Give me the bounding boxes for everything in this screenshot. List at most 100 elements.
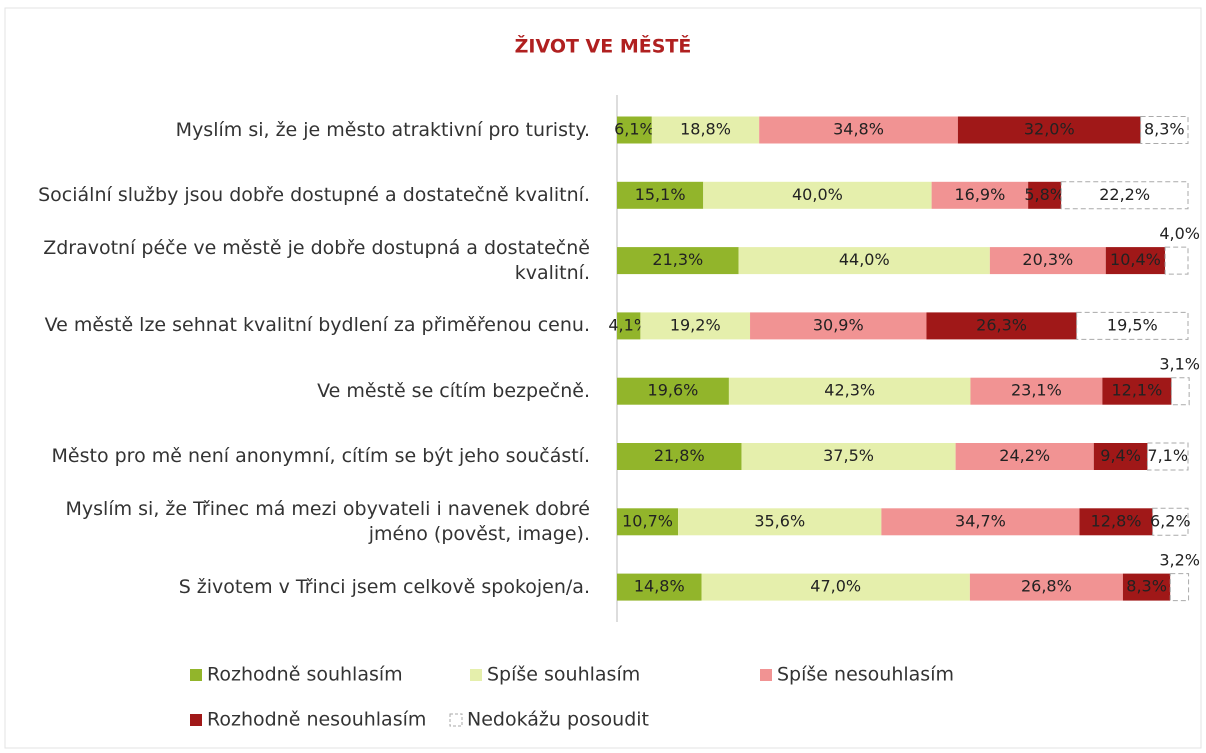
legend-swatch xyxy=(760,669,772,681)
value-label: 22,2% xyxy=(1099,185,1150,204)
bar-segment xyxy=(955,443,1094,470)
bar-segment xyxy=(1152,507,1189,536)
category-label: Zdravotní péče ve městě je dobře dostupn… xyxy=(43,236,590,284)
bar-segment xyxy=(617,247,739,275)
value-label: 3,2% xyxy=(1159,551,1200,570)
bar-segment xyxy=(640,312,751,340)
value-label: 44,0% xyxy=(839,250,890,269)
bar-segment xyxy=(969,573,1123,601)
bar-segment xyxy=(1093,443,1148,470)
bar-segment xyxy=(881,508,1080,536)
value-label: 6,2% xyxy=(1150,511,1191,530)
legend-swatch xyxy=(449,713,463,727)
bar-segment xyxy=(728,377,971,405)
legend-label: Spíše nesouhlasím xyxy=(777,664,954,686)
value-label: 7,1% xyxy=(1147,446,1188,465)
value-label: 42,3% xyxy=(824,381,875,400)
bar-segment xyxy=(759,116,958,144)
bar-segment xyxy=(617,181,704,209)
bar-segment xyxy=(738,247,990,275)
value-label: 19,2% xyxy=(670,315,721,334)
value-label: 37,5% xyxy=(823,446,874,465)
bar-segment xyxy=(1079,508,1153,536)
value-label: 26,8% xyxy=(1021,577,1072,596)
category-label: Sociální služby jsou dobře dostupné a do… xyxy=(38,183,590,206)
value-label: 34,8% xyxy=(833,120,884,139)
frame xyxy=(4,7,1202,749)
value-label: 10,4% xyxy=(1110,250,1161,269)
category-label: Ve městě lze sehnat kvalitní bydlení za … xyxy=(44,314,590,337)
bar-segment xyxy=(970,377,1103,405)
value-label: 40,0% xyxy=(792,185,843,204)
bar-segment xyxy=(651,116,760,144)
value-label: 35,6% xyxy=(754,511,805,530)
bar-segment xyxy=(750,312,927,340)
value-label: 14,8% xyxy=(634,577,685,596)
value-label: 15,1% xyxy=(635,185,686,204)
bar-segment xyxy=(1076,311,1189,340)
value-label: 26,3% xyxy=(976,315,1027,334)
bar-segment xyxy=(1170,377,1190,406)
bar-segment xyxy=(989,247,1106,275)
value-label: 16,9% xyxy=(954,185,1005,204)
value-label: 8,3% xyxy=(1126,577,1167,596)
value-label: 4,1% xyxy=(608,315,649,334)
bar-segment xyxy=(926,312,1077,340)
bar-segment xyxy=(931,181,1029,209)
value-label: 23,1% xyxy=(1011,381,1062,400)
legend-label: Nedokážu posoudit xyxy=(467,709,649,731)
bar-segment xyxy=(1102,377,1172,405)
bar-segment xyxy=(741,443,956,470)
value-label: 9,4% xyxy=(1100,446,1141,465)
category-label: Myslím si, že Třinec má mezi obyvateli i… xyxy=(65,497,591,545)
value-label: 12,1% xyxy=(1111,381,1162,400)
bar-segment xyxy=(1122,573,1171,601)
bar-segment xyxy=(1140,116,1189,144)
bar-segment xyxy=(617,508,679,536)
legend-label: Rozhodně nesouhlasím xyxy=(207,709,426,731)
bar-segment xyxy=(703,181,932,209)
bar-segment xyxy=(617,377,729,405)
value-label: 18,8% xyxy=(680,120,731,139)
value-label: 19,6% xyxy=(648,381,699,400)
category-label: Myslím si, že je město atraktivní pro tu… xyxy=(175,118,590,141)
value-label: 5,8% xyxy=(1024,185,1065,204)
bar-segment xyxy=(1105,247,1166,275)
value-label: 21,3% xyxy=(652,250,703,269)
value-label: 12,8% xyxy=(1091,511,1142,530)
value-label: 21,8% xyxy=(654,446,705,465)
bar-segment xyxy=(1164,246,1189,275)
legend-swatch xyxy=(190,669,202,681)
value-label: 19,5% xyxy=(1107,315,1158,334)
value-label: 47,0% xyxy=(810,577,861,596)
bar-segment xyxy=(957,116,1141,144)
bar-segment xyxy=(1060,181,1189,210)
value-label: 24,2% xyxy=(999,446,1050,465)
category-label: Ve městě se cítím bezpečně. xyxy=(317,379,590,402)
bar-segment xyxy=(1146,442,1189,471)
legend-label: Rozhodně souhlasím xyxy=(207,664,403,686)
value-label: 20,3% xyxy=(1022,250,1073,269)
bar-segment xyxy=(1169,573,1190,602)
value-label: 32,0% xyxy=(1024,120,1075,139)
bar-segment xyxy=(617,116,652,144)
legend-label: Spíše souhlasím xyxy=(487,664,640,686)
bar-segment xyxy=(1028,181,1062,209)
bar-segment xyxy=(617,443,742,470)
value-label: 34,7% xyxy=(955,511,1006,530)
category-label: Město pro mě není anonymní, cítím se být… xyxy=(51,445,590,467)
bar-segment xyxy=(617,573,702,601)
value-label: 4,0% xyxy=(1159,224,1200,243)
bar-segment xyxy=(617,312,641,340)
value-label: 10,7% xyxy=(622,511,673,530)
bar-segment xyxy=(701,573,970,601)
legend-swatch xyxy=(470,669,482,681)
value-label: 8,3% xyxy=(1144,120,1185,139)
value-label: 3,1% xyxy=(1159,355,1200,374)
legend-swatch xyxy=(190,714,202,726)
bar-segment xyxy=(678,508,882,536)
category-label: S životem v Třinci jsem celkově spokojen… xyxy=(178,575,590,598)
value-label: 30,9% xyxy=(813,315,864,334)
